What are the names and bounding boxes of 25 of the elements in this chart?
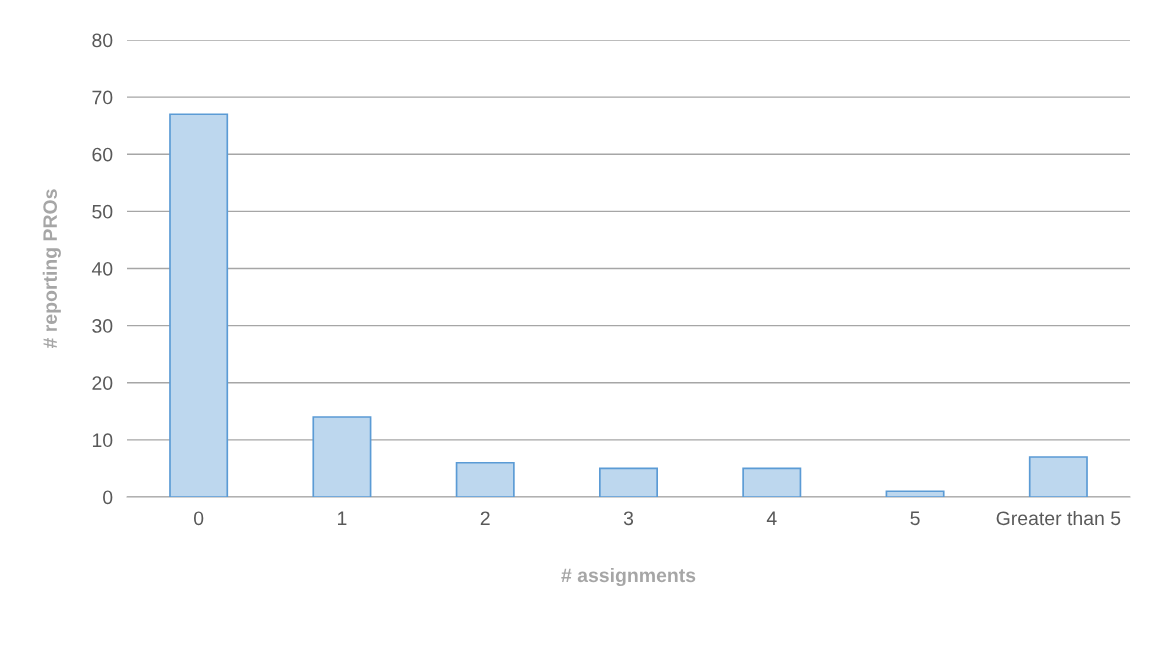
bar — [1028, 456, 1088, 497]
bar — [455, 461, 515, 497]
y-tick-label: 10 — [92, 433, 113, 448]
y-tick-label: 70 — [92, 90, 113, 105]
x-tick-label: 2 — [480, 511, 490, 525]
y-tick-label: 0 — [103, 490, 113, 505]
x-tick-label: 5 — [910, 511, 920, 526]
x-tick-label: 3 — [623, 511, 634, 526]
y-tick-label: 50 — [92, 204, 113, 219]
bar — [599, 467, 658, 497]
y-axis-title: # reporting PROs — [42, 189, 61, 349]
y-tick-label: 60 — [92, 147, 113, 162]
x-tick-label: 1 — [338, 511, 347, 525]
x-tick-label: 0 — [194, 511, 204, 526]
bar — [312, 416, 372, 497]
bar — [742, 467, 802, 497]
x-axis-title: # assignments — [561, 567, 696, 587]
y-tick-label: 40 — [91, 261, 113, 276]
bar — [885, 490, 945, 497]
x-tick-label: Greater than 5 — [996, 510, 1121, 526]
x-tick-label: 4 — [766, 511, 777, 525]
y-tick-label: 20 — [92, 376, 113, 390]
y-tick-label: 30 — [92, 319, 113, 333]
y-tick-label: 80 — [92, 33, 113, 48]
bar — [169, 113, 229, 497]
